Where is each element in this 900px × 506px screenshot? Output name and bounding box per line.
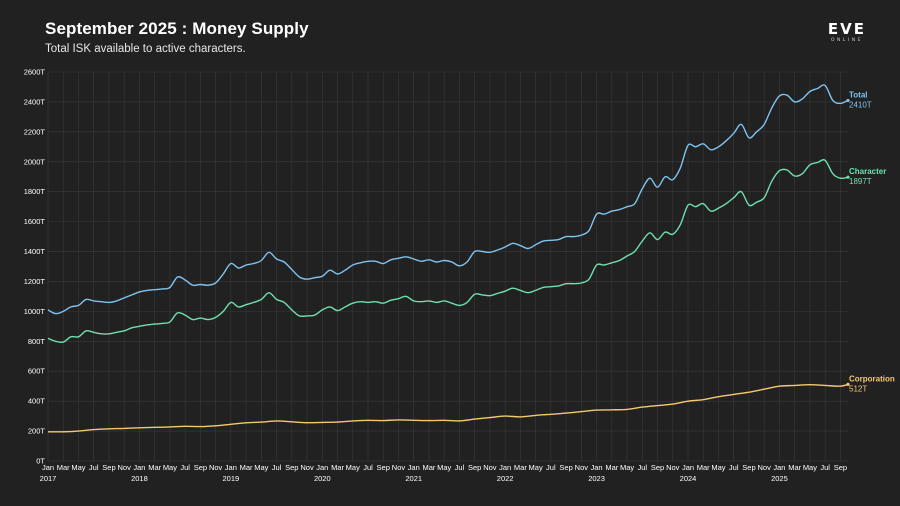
x-tick-label: May <box>346 463 360 472</box>
x-tick-label: May <box>803 463 817 472</box>
x-year-label: 2023 <box>588 474 605 483</box>
x-tick-label: Jul <box>546 463 556 472</box>
x-year-label: 2025 <box>771 474 788 483</box>
y-tick-label: 600T <box>28 367 46 376</box>
x-tick-label: Jan <box>682 463 694 472</box>
y-tick-label: 1200T <box>24 277 46 286</box>
y-tick-label: 1600T <box>24 217 46 226</box>
x-tick-label: Nov <box>758 463 772 472</box>
x-tick-label: May <box>529 463 543 472</box>
y-tick-label: 200T <box>28 427 46 436</box>
series-endpoint-character <box>846 175 850 179</box>
y-tick-label: 2200T <box>24 127 46 136</box>
series-label-total: Total <box>849 90 868 99</box>
x-tick-label: Nov <box>666 463 680 472</box>
y-tick-label: 1400T <box>24 247 46 256</box>
x-tick-label: Sep <box>742 463 755 472</box>
x-year-label: 2022 <box>497 474 514 483</box>
y-tick-label: 2400T <box>24 97 46 106</box>
x-tick-label: Jan <box>408 463 420 472</box>
series-line-corporation <box>47 383 849 433</box>
x-tick-label: Jan <box>591 463 603 472</box>
x-tick-label: Jul <box>180 463 190 472</box>
x-year-label: 2017 <box>40 474 57 483</box>
x-tick-label: Mar <box>148 463 161 472</box>
x-tick-label: Nov <box>209 463 223 472</box>
y-tick-label: 2600T <box>24 68 46 77</box>
y-tick-label: 400T <box>28 397 46 406</box>
x-year-label: 2018 <box>131 474 148 483</box>
y-tick-label: 1800T <box>24 187 46 196</box>
series-label-character: Character <box>849 167 886 176</box>
logo-wordmark: EVE <box>827 20 866 38</box>
series-line-total <box>47 84 849 315</box>
x-tick-label: Sep <box>194 463 207 472</box>
x-tick-label: Sep <box>651 463 664 472</box>
x-tick-label: Jan <box>42 463 54 472</box>
y-tick-label: 2000T <box>24 157 46 166</box>
x-tick-label: Nov <box>483 463 497 472</box>
chart-subtitle: Total ISK available to active characters… <box>45 43 246 55</box>
x-tick-label: Jan <box>499 463 511 472</box>
x-tick-label: May <box>163 463 177 472</box>
series-endpoint-corporation <box>846 382 850 386</box>
y-tick-label: 0T <box>36 457 45 466</box>
x-tick-label: Jan <box>773 463 785 472</box>
eve-online-logo: EVE ONLINE <box>828 22 866 44</box>
x-tick-label: Sep <box>559 463 572 472</box>
series-value-corporation: 512T <box>849 384 867 393</box>
x-year-label: 2019 <box>223 474 240 483</box>
series-endpoint-total <box>846 98 850 103</box>
x-tick-label: Jan <box>316 463 328 472</box>
x-tick-label: Jan <box>133 463 145 472</box>
series-value-total: 2410T <box>849 100 872 109</box>
x-tick-label: Jul <box>363 463 373 472</box>
x-tick-label: Mar <box>514 463 527 472</box>
x-tick-label: Jul <box>729 463 739 472</box>
series-value-character: 1897T <box>849 177 872 186</box>
x-tick-label: Mar <box>331 463 344 472</box>
x-tick-label: May <box>254 463 268 472</box>
x-tick-label: Jul <box>455 463 465 472</box>
x-year-label: 2024 <box>680 474 697 483</box>
logo-subtext: ONLINE <box>830 38 863 43</box>
x-year-label: 2020 <box>314 474 331 483</box>
x-year-label: 2021 <box>405 474 422 483</box>
x-tick-label: Sep <box>102 463 115 472</box>
x-tick-label: Mar <box>240 463 253 472</box>
x-tick-label: Jul <box>820 463 830 472</box>
x-tick-label: Nov <box>392 463 406 472</box>
x-tick-label: Jul <box>89 463 99 472</box>
y-tick-label: 800T <box>28 337 46 346</box>
x-tick-label: Mar <box>788 463 801 472</box>
x-tick-label: Jul <box>272 463 282 472</box>
x-tick-label: May <box>620 463 634 472</box>
x-tick-label: Jul <box>637 463 647 472</box>
chart-title: September 2025 : Money Supply <box>45 19 309 38</box>
x-tick-label: Mar <box>422 463 435 472</box>
x-tick-label: Mar <box>697 463 710 472</box>
x-tick-label: May <box>71 463 85 472</box>
x-tick-label: Sep <box>377 463 390 472</box>
x-tick-label: May <box>711 463 725 472</box>
x-tick-label: May <box>437 463 451 472</box>
series-label-corporation: Corporation <box>849 374 895 383</box>
x-tick-label: Mar <box>57 463 70 472</box>
x-tick-label: Nov <box>575 463 589 472</box>
x-tick-label: Nov <box>118 463 132 472</box>
x-tick-label: Sep <box>468 463 481 472</box>
x-tick-label: Sep <box>834 463 847 472</box>
x-tick-label: Mar <box>605 463 618 472</box>
x-tick-label: Nov <box>300 463 314 472</box>
x-tick-label: Sep <box>285 463 298 472</box>
x-tick-label: Jan <box>225 463 237 472</box>
y-tick-label: 1000T <box>24 307 46 316</box>
series-line-character <box>47 159 849 344</box>
